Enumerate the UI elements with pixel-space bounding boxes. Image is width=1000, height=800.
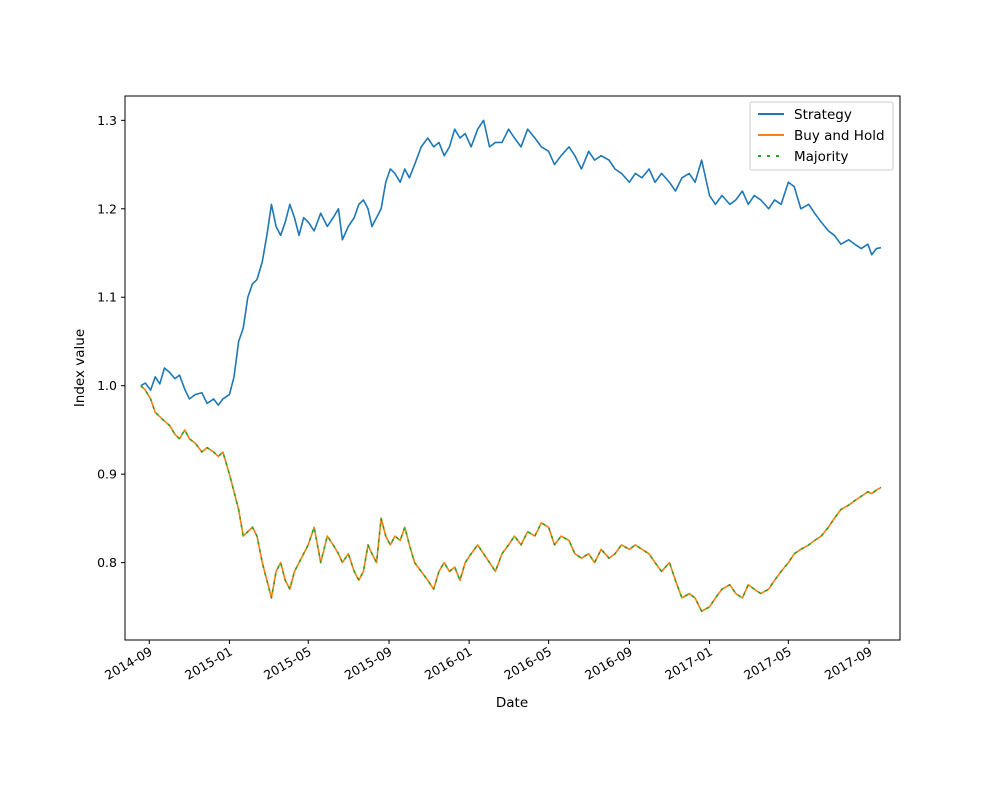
- y-tick-label: 0.8: [97, 555, 117, 570]
- x-axis-title: Date: [496, 695, 528, 711]
- y-tick-label: 1.2: [97, 201, 117, 216]
- legend: Strategy Buy and Hold Majority: [749, 101, 894, 171]
- y-axis-title: Index value: [72, 329, 88, 407]
- legend-label-majority: Majority: [794, 149, 849, 165]
- legend-label-strategy: Strategy: [794, 107, 852, 123]
- axes-border: [124, 95, 901, 641]
- y-tick-label: 1.0: [97, 378, 117, 393]
- plot-area: [124, 95, 901, 641]
- y-tick-label: 1.3: [97, 113, 117, 128]
- y-tick-label: 1.1: [97, 290, 117, 305]
- series-line-buy-and-hold: [140, 385, 882, 613]
- y-axis: 0.8 0.9 1.0 1.1 1.2 1.3: [97, 113, 125, 570]
- legend-label-buy-and-hold: Buy and Hold: [794, 128, 885, 144]
- plot-frame: [125, 96, 900, 640]
- y-tick-label: 0.9: [97, 467, 117, 482]
- legend-box: [749, 101, 894, 171]
- series-layer: [140, 119, 882, 613]
- series-line-strategy: [140, 119, 882, 406]
